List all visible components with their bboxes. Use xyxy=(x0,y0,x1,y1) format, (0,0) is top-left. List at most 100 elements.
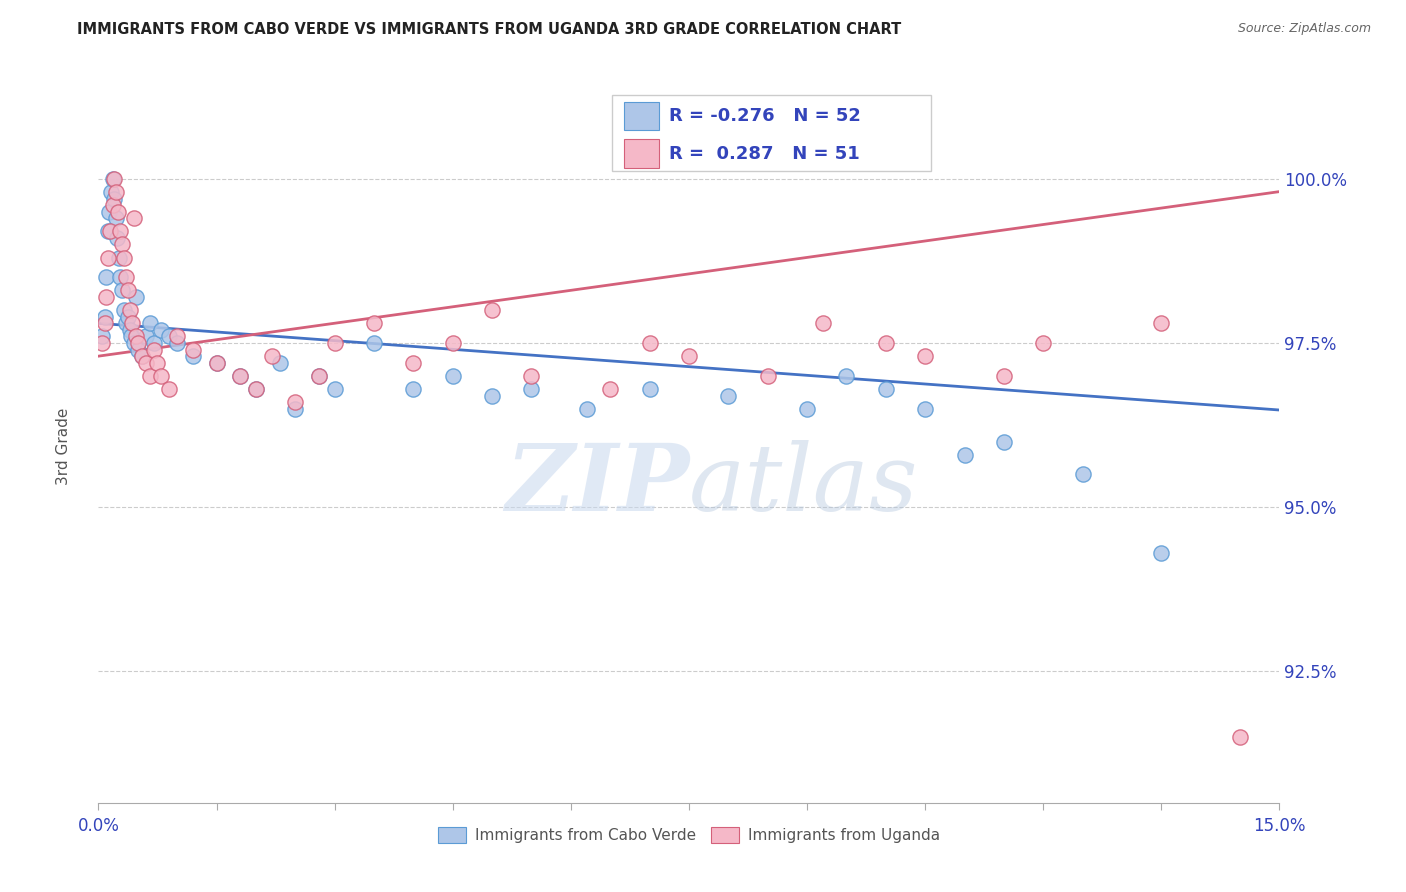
Point xyxy=(142,336,165,351)
Point xyxy=(131,349,153,363)
Point xyxy=(122,336,145,351)
Point xyxy=(127,343,149,357)
Point xyxy=(835,368,858,383)
Point xyxy=(138,316,160,330)
Point xyxy=(284,395,307,409)
Point xyxy=(110,270,132,285)
Point xyxy=(101,198,124,212)
Text: R = -0.276   N = 52: R = -0.276 N = 52 xyxy=(669,107,860,125)
Point xyxy=(481,388,503,402)
Point xyxy=(118,323,141,337)
Point xyxy=(717,388,740,402)
Point xyxy=(1229,730,1251,744)
Text: R =  0.287   N = 51: R = 0.287 N = 51 xyxy=(669,145,859,163)
Point xyxy=(520,382,543,396)
Point xyxy=(875,336,897,351)
Point xyxy=(756,368,779,383)
Point xyxy=(150,368,173,383)
Point xyxy=(678,349,700,363)
Point xyxy=(363,336,385,351)
Point xyxy=(93,316,115,330)
Point xyxy=(363,316,385,330)
Point xyxy=(103,192,125,206)
Point xyxy=(146,356,169,370)
Point xyxy=(441,368,464,383)
Point xyxy=(91,329,114,343)
Point xyxy=(121,329,143,343)
Point xyxy=(100,185,122,199)
Point xyxy=(402,382,425,396)
Point xyxy=(101,171,124,186)
Point xyxy=(1071,467,1094,482)
FancyBboxPatch shape xyxy=(624,102,659,130)
Point xyxy=(875,382,897,396)
Point xyxy=(441,336,464,351)
Point xyxy=(97,224,120,238)
Point xyxy=(96,290,118,304)
Point xyxy=(229,368,252,383)
Point xyxy=(97,251,120,265)
Text: ZIP: ZIP xyxy=(505,440,689,530)
Point xyxy=(166,336,188,351)
Point xyxy=(108,251,131,265)
Point xyxy=(323,382,346,396)
Point xyxy=(520,368,543,383)
Point xyxy=(575,401,598,416)
FancyBboxPatch shape xyxy=(612,95,931,170)
Point xyxy=(122,211,145,226)
Point xyxy=(205,356,228,370)
Point xyxy=(150,323,173,337)
Point xyxy=(142,343,165,357)
Point xyxy=(107,204,129,219)
Point xyxy=(166,329,188,343)
Point xyxy=(104,211,127,226)
Point xyxy=(104,185,127,199)
Text: 3rd Grade: 3rd Grade xyxy=(56,408,70,484)
Point xyxy=(115,270,138,285)
Point xyxy=(205,356,228,370)
Text: IMMIGRANTS FROM CABO VERDE VS IMMIGRANTS FROM UGANDA 3RD GRADE CORRELATION CHART: IMMIGRANTS FROM CABO VERDE VS IMMIGRANTS… xyxy=(77,22,901,37)
Point xyxy=(993,434,1015,449)
Point xyxy=(284,401,307,416)
Point xyxy=(323,336,346,351)
Point xyxy=(181,349,204,363)
Point xyxy=(308,368,330,383)
Point xyxy=(110,224,132,238)
Point xyxy=(993,368,1015,383)
Point xyxy=(157,329,180,343)
Point xyxy=(98,204,121,219)
Point xyxy=(121,316,143,330)
Point xyxy=(914,349,936,363)
Point xyxy=(245,382,267,396)
Point xyxy=(260,349,283,363)
Point xyxy=(103,171,125,186)
Point xyxy=(98,224,121,238)
Point xyxy=(125,329,148,343)
Point xyxy=(638,382,661,396)
Point xyxy=(914,401,936,416)
Point xyxy=(127,336,149,351)
Point xyxy=(1150,546,1173,560)
Text: Source: ZipAtlas.com: Source: ZipAtlas.com xyxy=(1237,22,1371,36)
Point xyxy=(796,401,818,416)
Point xyxy=(112,303,135,318)
Point xyxy=(229,368,252,383)
Point xyxy=(111,237,134,252)
Point xyxy=(117,284,139,298)
Point xyxy=(125,290,148,304)
Point xyxy=(96,270,118,285)
FancyBboxPatch shape xyxy=(624,139,659,169)
Point xyxy=(1150,316,1173,330)
Point xyxy=(157,382,180,396)
Legend: Immigrants from Cabo Verde, Immigrants from Uganda: Immigrants from Cabo Verde, Immigrants f… xyxy=(432,822,946,849)
Point xyxy=(115,316,138,330)
Point xyxy=(308,368,330,383)
Point xyxy=(1032,336,1054,351)
Point xyxy=(135,356,157,370)
Point xyxy=(131,349,153,363)
Point xyxy=(111,284,134,298)
Point xyxy=(181,343,204,357)
Point xyxy=(599,382,621,396)
Point xyxy=(811,316,834,330)
Point xyxy=(402,356,425,370)
